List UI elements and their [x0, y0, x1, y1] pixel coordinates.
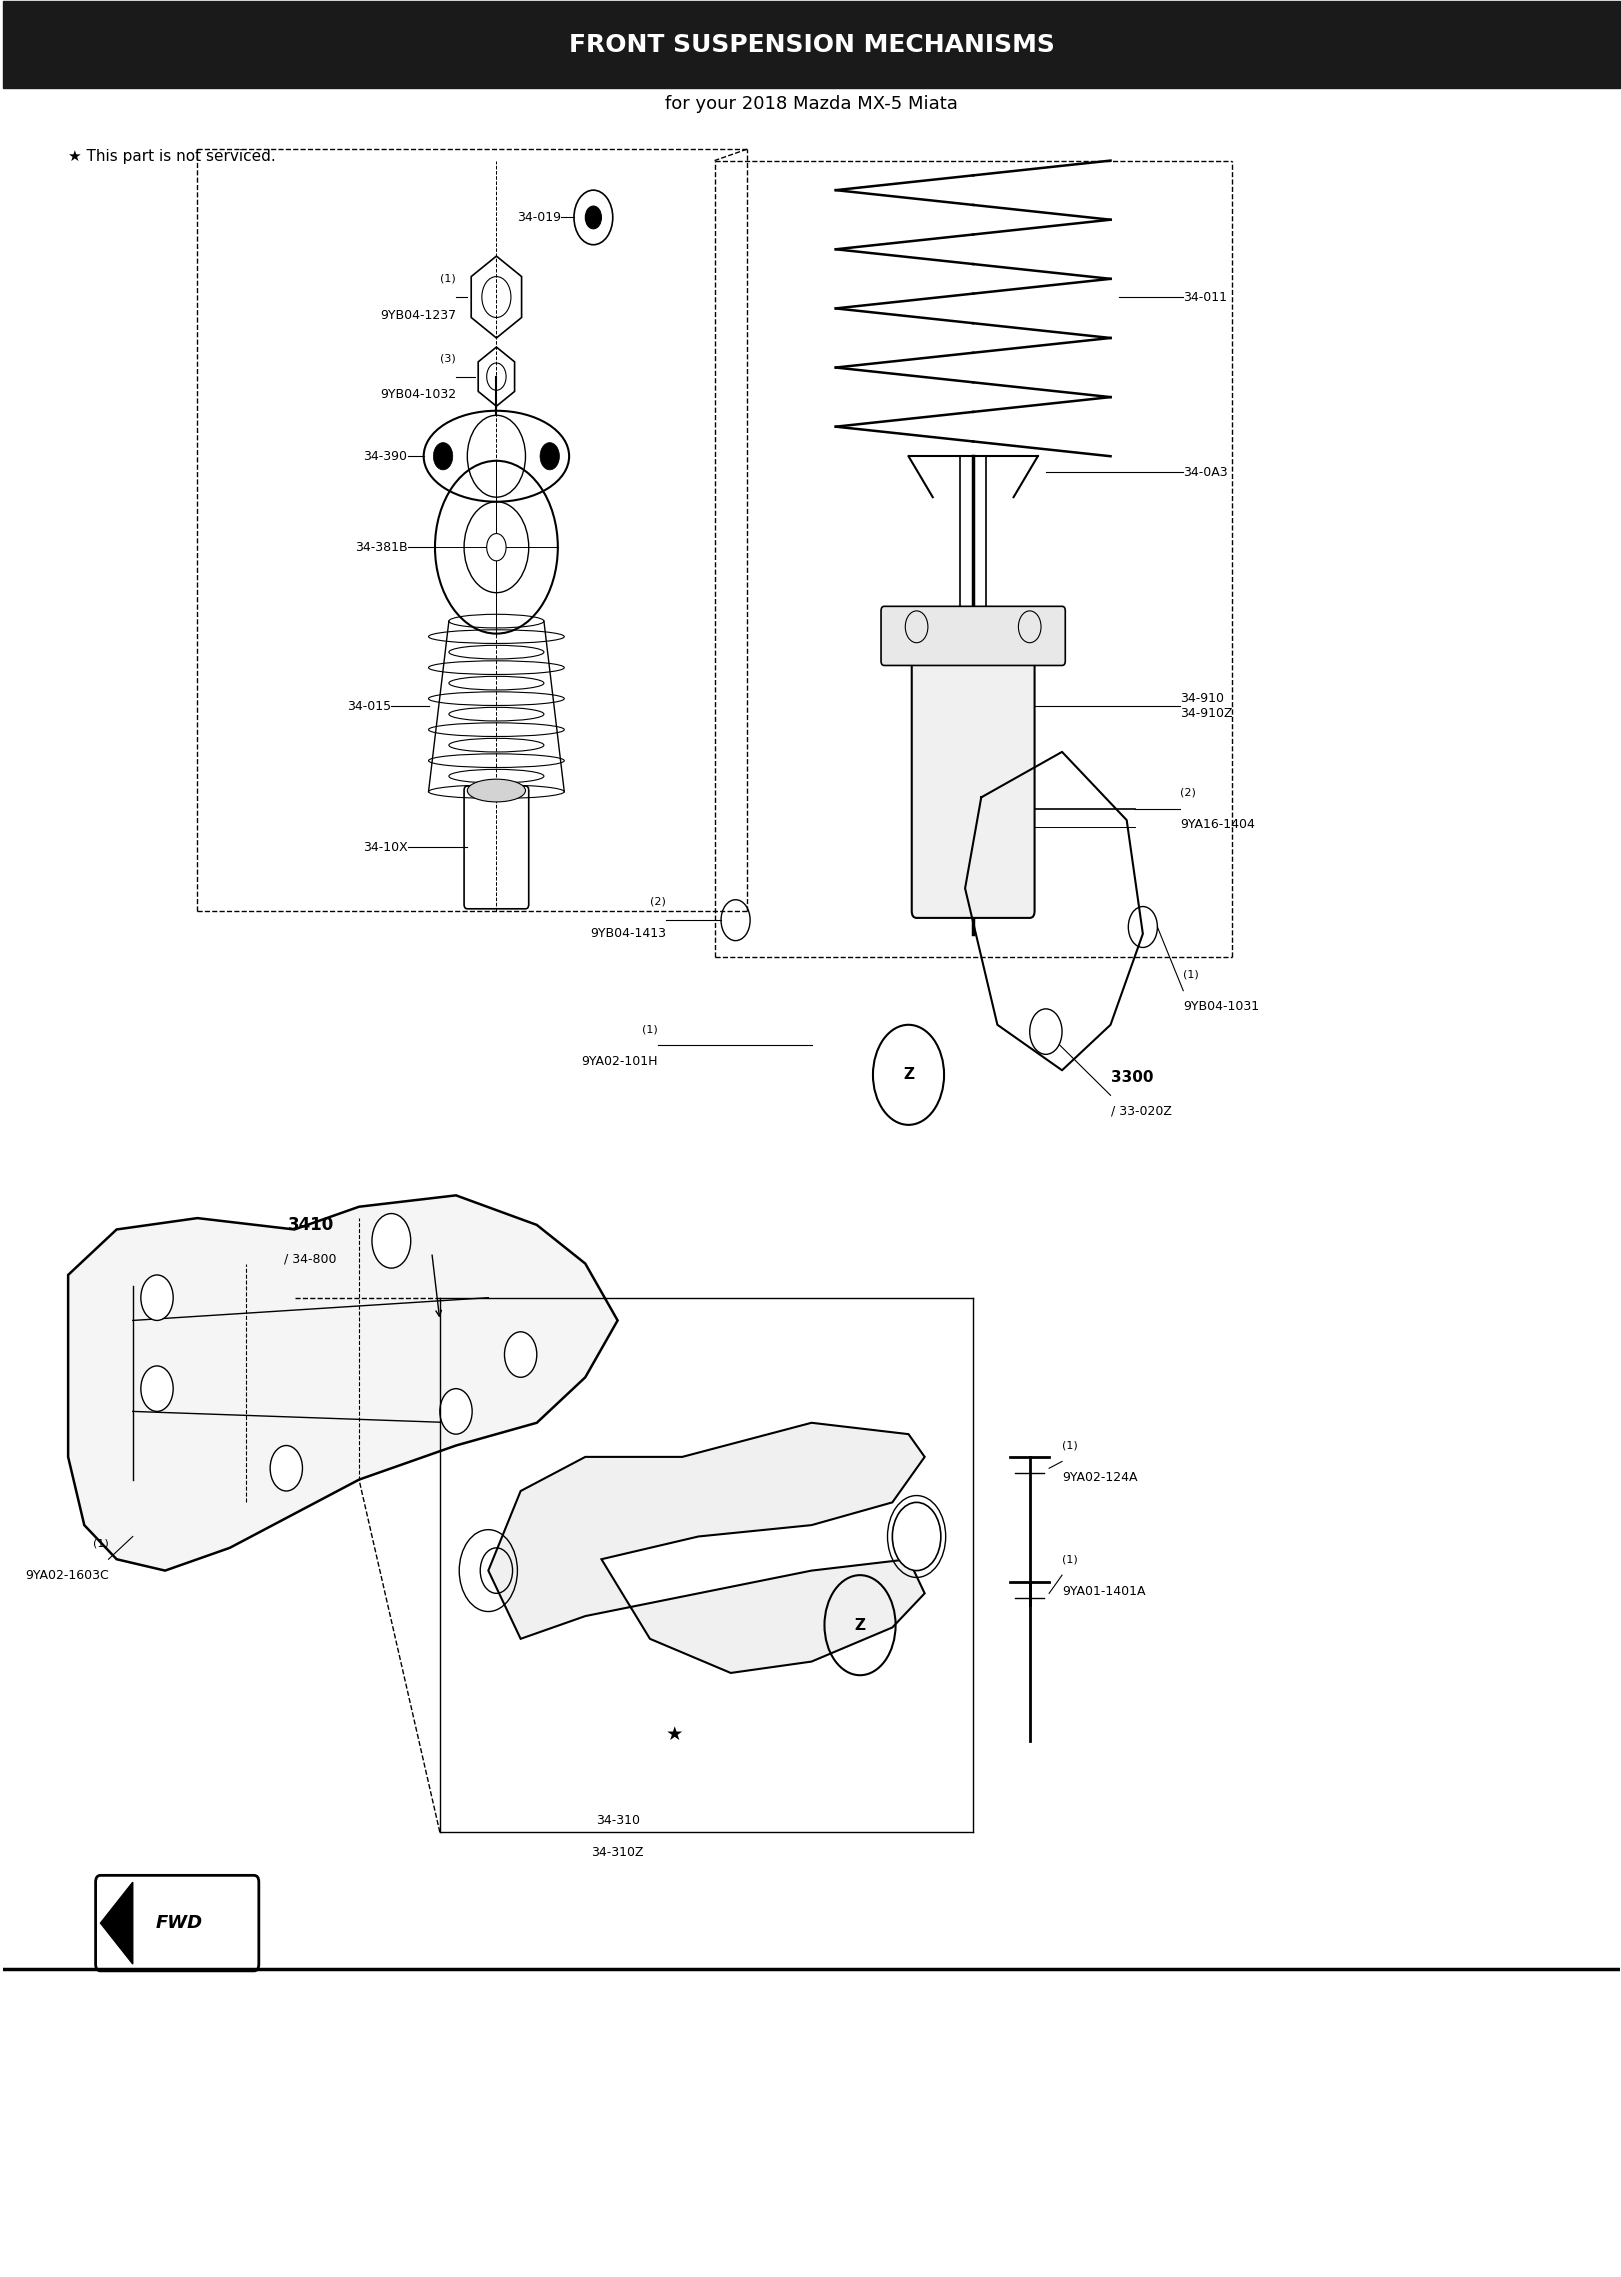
Circle shape: [141, 1366, 173, 1412]
Bar: [3, 2, 1619, 89]
Text: 9YA02-101H: 9YA02-101H: [582, 1054, 658, 1068]
Text: (2): (2): [1180, 788, 1196, 797]
Ellipse shape: [467, 779, 525, 802]
Text: Z: Z: [854, 1617, 866, 1633]
Polygon shape: [101, 1883, 133, 1965]
Text: / 33-020Z: / 33-020Z: [1110, 1104, 1172, 1118]
Text: (1): (1): [1062, 1441, 1078, 1450]
Text: 34-390: 34-390: [363, 451, 407, 462]
Text: (1): (1): [642, 1025, 658, 1034]
Circle shape: [892, 1503, 940, 1571]
Text: 34-0A3: 34-0A3: [1183, 467, 1227, 478]
FancyBboxPatch shape: [911, 631, 1034, 918]
FancyBboxPatch shape: [882, 606, 1065, 665]
Text: 9YB04-1237: 9YB04-1237: [379, 310, 456, 321]
Text: 9YA01-1401A: 9YA01-1401A: [1062, 1585, 1146, 1598]
Text: 9YB04-1032: 9YB04-1032: [379, 389, 456, 401]
Circle shape: [433, 442, 452, 469]
Text: 34-381B: 34-381B: [355, 540, 407, 553]
Text: 3300: 3300: [1110, 1070, 1153, 1084]
Text: 34-470: 34-470: [501, 1587, 545, 1601]
Circle shape: [486, 533, 506, 560]
Polygon shape: [488, 1423, 924, 1674]
Circle shape: [371, 1214, 410, 1268]
Text: 9YA02-124A: 9YA02-124A: [1062, 1471, 1138, 1485]
Text: 34-019: 34-019: [517, 212, 561, 223]
Text: (1): (1): [441, 273, 456, 285]
Text: ★ This part is not serviced.: ★ This part is not serviced.: [68, 148, 276, 164]
Text: ★: ★: [666, 1726, 682, 1744]
Circle shape: [141, 1275, 173, 1321]
Text: 9YA16-1404: 9YA16-1404: [1180, 817, 1255, 831]
Text: for your 2018 Mazda MX-5 Miata: for your 2018 Mazda MX-5 Miata: [665, 96, 958, 114]
Text: 9YB04-1413: 9YB04-1413: [590, 927, 666, 940]
Text: 34-910
34-910Z: 34-910 34-910Z: [1180, 692, 1232, 720]
Circle shape: [585, 207, 601, 228]
Text: 34-10X: 34-10X: [363, 840, 407, 854]
Text: (1): (1): [1183, 970, 1200, 979]
Text: 34-011: 34-011: [1183, 291, 1227, 303]
Circle shape: [540, 442, 559, 469]
Text: 9YA02-1603C: 9YA02-1603C: [24, 1569, 109, 1583]
Circle shape: [504, 1332, 537, 1378]
Text: (1): (1): [1062, 1555, 1078, 1564]
Text: 34-310Z: 34-310Z: [592, 1847, 644, 1858]
Text: Z: Z: [903, 1068, 914, 1082]
Text: 34-015: 34-015: [347, 699, 391, 713]
Text: (3): (3): [441, 353, 456, 364]
Text: FWD: FWD: [156, 1915, 203, 1933]
Text: 9YB04-1031: 9YB04-1031: [1183, 1000, 1260, 1013]
Text: 3410: 3410: [287, 1216, 334, 1234]
Text: 34-310: 34-310: [595, 1815, 640, 1826]
Text: (2): (2): [650, 897, 666, 906]
Polygon shape: [68, 1195, 618, 1571]
Circle shape: [439, 1389, 472, 1435]
Text: FRONT SUSPENSION MECHANISMS: FRONT SUSPENSION MECHANISMS: [569, 32, 1055, 57]
Text: (1): (1): [92, 1539, 109, 1548]
Circle shape: [1029, 1009, 1062, 1054]
Circle shape: [271, 1446, 303, 1491]
Text: / 34-800: / 34-800: [284, 1252, 337, 1266]
